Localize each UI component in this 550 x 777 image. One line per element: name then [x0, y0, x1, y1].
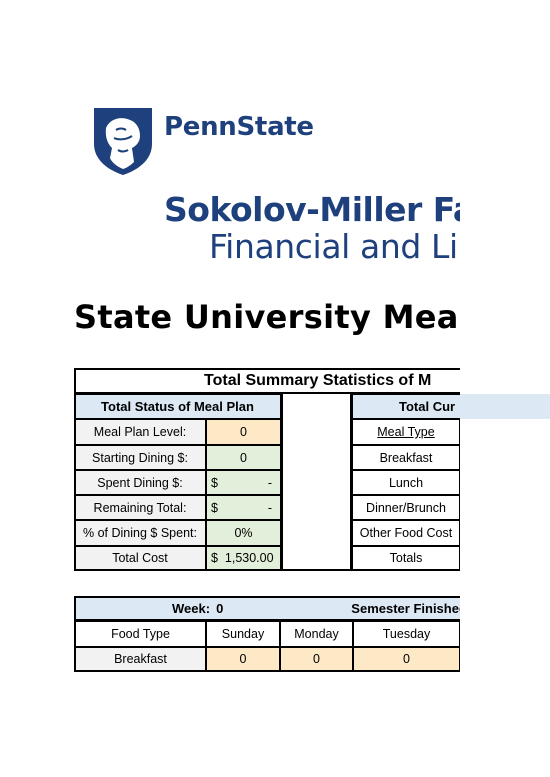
meal-type-lunch: Lunch: [352, 470, 460, 495]
page-title: State University Meal: [74, 298, 460, 336]
breakfast-sunday[interactable]: 0: [206, 647, 280, 672]
remaining-total-label: Remaining Total:: [74, 495, 206, 520]
brand-name: PennState: [164, 112, 314, 142]
total-cost-value: $ 1,530.00: [206, 546, 281, 571]
current-header-overflow: [460, 394, 550, 419]
week-label: Week:: [172, 601, 211, 616]
percent-spent-value: 0%: [206, 520, 281, 546]
remaining-total-value: $ -: [206, 495, 281, 520]
spent-dining-label: Spent Dining $:: [74, 470, 206, 495]
penn-state-shield-logo: [92, 106, 154, 176]
summary-title: Total Summary Statistics of M: [74, 368, 474, 394]
starting-dining-label: Starting Dining $:: [74, 445, 206, 470]
meal-plan-level-value[interactable]: 0: [206, 419, 281, 445]
col-tuesday: Tuesday: [353, 621, 460, 647]
breakfast-monday[interactable]: 0: [280, 647, 353, 672]
page-clip-margin: [460, 0, 550, 777]
col-food-type: Food Type: [74, 621, 206, 647]
meal-type-totals: Totals: [352, 546, 460, 571]
meal-plan-level-label: Meal Plan Level:: [74, 419, 206, 445]
col-sunday: Sunday: [206, 621, 280, 647]
spent-dining-value: $ -: [206, 470, 281, 495]
meal-type-dinner: Dinner/Brunch: [352, 495, 460, 520]
summary-left-border: [74, 368, 76, 571]
starting-dining-value: 0: [206, 445, 281, 470]
meal-type-other: Other Food Cost: [352, 520, 460, 546]
percent-spent-label: % of Dining $ Spent:: [74, 520, 206, 546]
row-breakfast-label: Breakfast: [74, 647, 206, 672]
college-name: Sokolov-Miller Fa: [164, 190, 460, 229]
breakfast-tuesday[interactable]: 0: [353, 647, 460, 672]
total-cost-label: Total Cost: [74, 546, 206, 571]
meal-type-header: Meal Type: [352, 419, 460, 445]
week-value: 0: [216, 601, 224, 616]
col-monday: Monday: [280, 621, 353, 647]
office-name: Financial and Li: [209, 227, 458, 266]
status-header: Total Status of Meal Plan: [74, 394, 281, 419]
week-header: Week: 0 Semester Finished:: [74, 596, 474, 621]
summary-spacer: [281, 394, 352, 571]
meal-type-breakfast: Breakfast: [352, 445, 460, 470]
semester-finished-label: Semester Finished:: [351, 601, 472, 616]
